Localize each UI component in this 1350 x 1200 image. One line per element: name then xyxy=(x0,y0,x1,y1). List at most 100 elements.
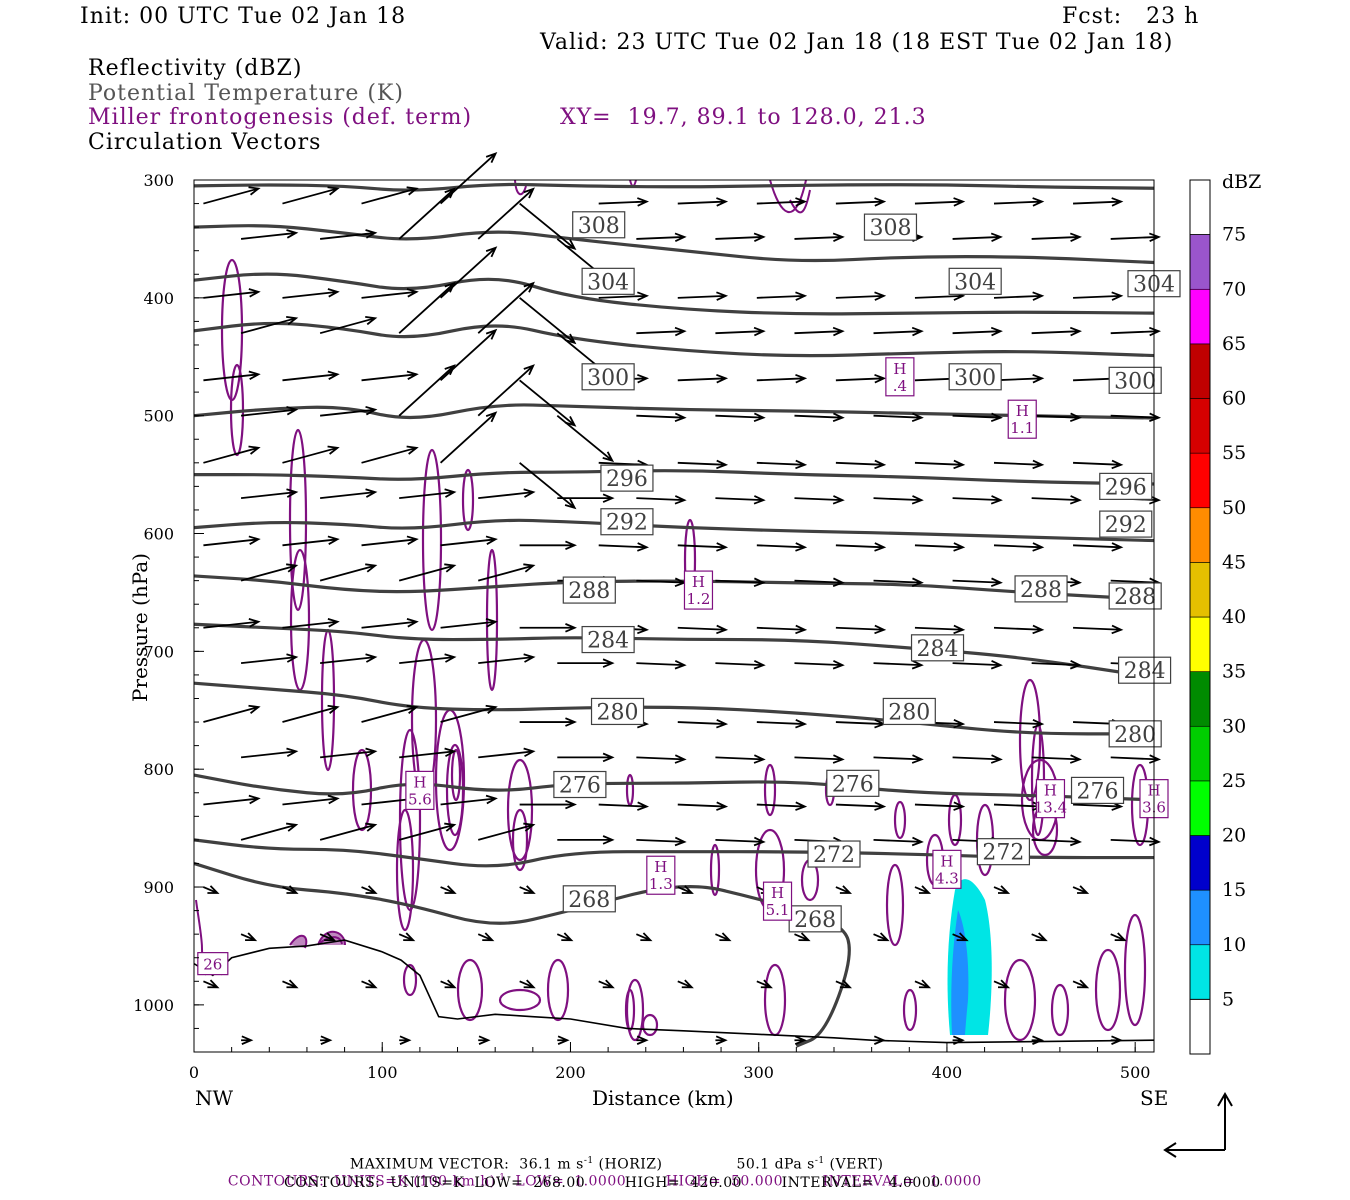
vector-62 xyxy=(398,364,456,417)
vector-173 xyxy=(598,801,650,811)
theta-label-box-292-0 xyxy=(600,508,654,536)
vector-154 xyxy=(993,718,1045,729)
vector-50 xyxy=(361,370,419,382)
theta-contour-280-9 xyxy=(193,681,1154,736)
legend-vectors: Circulation Vectors xyxy=(88,130,322,155)
max-label-box-1 xyxy=(683,570,714,610)
fronto-contours-range: LOW= 1.0000 HIGH= 50.000 INTERVAL= 1.000… xyxy=(505,1173,982,1190)
vector-69 xyxy=(952,412,1003,423)
y-tick-label-800: 800 xyxy=(143,760,174,779)
colorbar-tick-15: 15 xyxy=(1222,879,1246,901)
vector-101 xyxy=(598,542,650,552)
vector-30 xyxy=(677,291,729,301)
fronto-contours-units: CONTOURS: UNITS=K (100 km h) xyxy=(227,1173,496,1190)
vector-47 xyxy=(1110,326,1162,337)
vector-1 xyxy=(282,186,340,205)
vector-239 xyxy=(1110,1035,1124,1045)
vector-218 xyxy=(361,979,378,989)
vector-207 xyxy=(477,932,495,942)
theta-label-300-2: 300 xyxy=(1114,369,1156,394)
y-tick-label-300: 300 xyxy=(143,171,174,190)
vector-65 xyxy=(636,412,687,423)
theta-label-292-1: 292 xyxy=(1105,513,1147,538)
vector-192 xyxy=(203,885,220,894)
theta-label-box-272-0 xyxy=(807,840,861,868)
vector-198 xyxy=(677,885,694,894)
fronto-contour-39 xyxy=(763,963,787,1037)
vector-146 xyxy=(361,704,419,723)
x-tick-label-0: 0 xyxy=(189,1063,199,1082)
fronto-contour-11 xyxy=(450,748,462,802)
vector-13 xyxy=(320,229,378,240)
max-label-h-3: H xyxy=(771,884,784,902)
vector-106 xyxy=(993,542,1045,552)
vector-169 xyxy=(282,794,340,806)
colorbar-segment-60 xyxy=(1189,343,1211,399)
vector-233 xyxy=(636,1035,649,1045)
fronto-contour-38 xyxy=(498,988,542,1012)
max-label-box-9 xyxy=(197,952,229,976)
max-label-value-0: 5.6 xyxy=(408,790,432,808)
fronto-contour-2 xyxy=(288,428,308,612)
theta-contour-276-10 xyxy=(193,773,1155,802)
max-label-h-2: H xyxy=(654,858,667,876)
colorbar-segment-50 xyxy=(1189,452,1211,509)
vector-171 xyxy=(440,794,498,806)
theta-label-296-1: 296 xyxy=(1105,475,1147,500)
footer-fronto-contours: CONTOURS: UNITS=K (100 km h) -1 LOW= 1.00… xyxy=(218,1157,982,1190)
theta-label-box-280-1 xyxy=(882,697,936,726)
vector-72 xyxy=(203,445,261,464)
theta-contours xyxy=(193,182,1155,1048)
vector-141 xyxy=(952,660,1003,670)
max-label-h-4: H xyxy=(893,360,906,378)
vector-213 xyxy=(952,932,969,942)
vector-29 xyxy=(598,291,650,301)
vector-184 xyxy=(557,835,615,845)
vector-66 xyxy=(715,412,766,423)
max-label-value-6: 4.3 xyxy=(935,869,959,887)
theta-label-308-0: 308 xyxy=(578,214,620,239)
vector-176 xyxy=(835,801,887,811)
colorbar-segment-5 xyxy=(1189,944,1211,1000)
x-tick-label-300: 300 xyxy=(743,1063,774,1082)
colorbar-tick-20: 20 xyxy=(1222,825,1246,847)
vector-41 xyxy=(636,326,687,337)
colorbar-segment-30 xyxy=(1189,671,1211,727)
vector-114 xyxy=(715,577,766,587)
vector-100 xyxy=(519,540,577,551)
colorbar-segment-40 xyxy=(1189,562,1211,618)
fronto-contour-3 xyxy=(289,548,311,692)
vector-127 xyxy=(756,624,808,635)
theta-label-box-288-1 xyxy=(1014,575,1068,603)
vector-165 xyxy=(952,754,1003,764)
theta-label-268-0: 268 xyxy=(568,888,610,913)
vector-157 xyxy=(320,747,378,759)
vector-107 xyxy=(1073,542,1124,552)
fronto-contour-terrain xyxy=(289,930,346,949)
vector-55 xyxy=(756,373,808,384)
reference-vector-arrow xyxy=(1163,1092,1233,1158)
vector-79 xyxy=(756,459,808,470)
vector-227 xyxy=(1072,979,1090,989)
vector-226 xyxy=(993,979,1011,989)
vector-91 xyxy=(794,495,845,505)
vector-8 xyxy=(835,197,887,207)
vector-104 xyxy=(835,542,887,552)
x-axis-left-end: NW xyxy=(195,1086,234,1110)
vector-219 xyxy=(440,979,457,989)
x-axis-right-end: SE xyxy=(1140,1086,1169,1110)
vector-126 xyxy=(677,624,729,635)
vector-43 xyxy=(794,326,845,337)
fronto-contour-36 xyxy=(456,958,484,1022)
vector-99 xyxy=(440,535,498,547)
vector-10 xyxy=(993,197,1045,207)
theta-label-296-0: 296 xyxy=(606,467,648,492)
vector-175 xyxy=(756,801,808,811)
vector-205 xyxy=(319,932,337,942)
vector-181 xyxy=(319,822,378,841)
colorbar-tick-25: 25 xyxy=(1222,770,1246,792)
max-vector-horiz-exp: -1 xyxy=(583,1156,594,1166)
theta-label-304-1: 304 xyxy=(954,270,996,295)
theta-label-box-272-1 xyxy=(976,838,1031,866)
frontogenesis-contours xyxy=(195,179,1150,1042)
